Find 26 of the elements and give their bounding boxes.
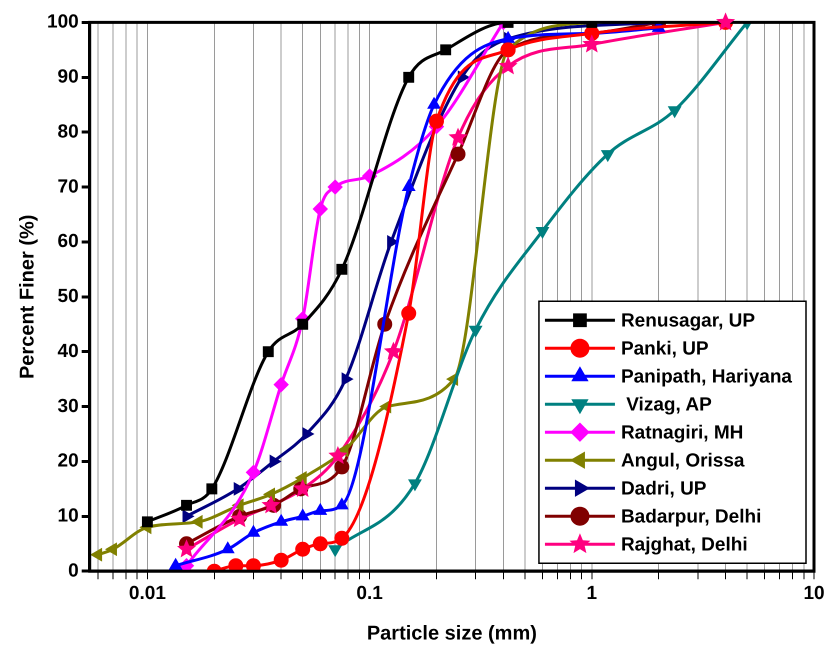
x-axis-title: Particle size (mm) [366,622,537,645]
x-tick-label: 0.1 [356,582,384,604]
x-tick-label: 10 [803,582,825,604]
x-tick-label: 1 [586,582,598,604]
y-tick-label: 20 [58,450,79,472]
y-tick-label: 70 [58,176,79,198]
x-tick-label: 0.01 [128,582,166,604]
legend-label: Vizag, AP [620,394,712,416]
legend-label: Panki, UP [620,338,709,360]
y-tick-label: 50 [58,286,79,308]
y-tick-label: 100 [47,12,79,33]
y-tick-label: 80 [58,121,79,142]
legend-label: Angul, Orissa [620,450,745,472]
y-tick-label: 40 [58,340,79,362]
y-axis-title: Percent Finer (%) [16,214,39,380]
y-tick-label: 0 [68,560,79,582]
legend-label: Panipath, Hariyana [620,366,792,388]
y-tick-label: 30 [58,396,79,417]
legend-label: Badarpur, Delhi [620,506,762,528]
legend-label: Rajghat, Delhi [620,534,748,556]
y-tick-label: 10 [58,506,79,527]
y-tick-label: 60 [58,231,79,252]
legend-label: Ratnagiri, MH [620,422,744,444]
legend-label: Dadri, UP [620,478,707,500]
y-tick-label: 90 [58,66,79,88]
legend-label: Renusagar, UP [620,310,756,332]
